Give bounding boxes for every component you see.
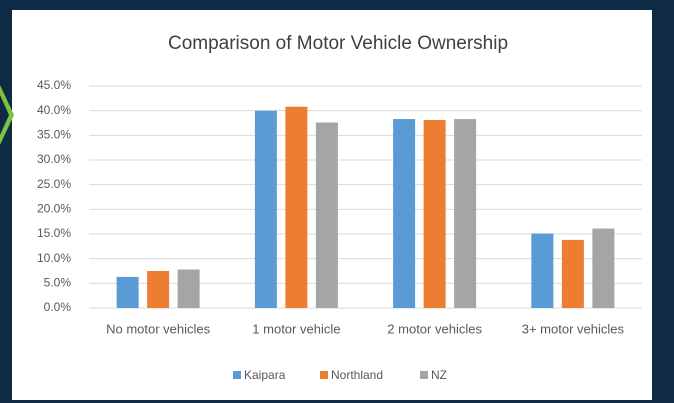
bar — [285, 106, 308, 308]
bar — [423, 120, 446, 308]
bar — [177, 269, 200, 308]
x-tick-label: No motor vehicles — [106, 321, 211, 336]
y-tick-label: 30.0% — [37, 152, 71, 166]
bar — [315, 122, 338, 308]
legend-swatch — [320, 371, 328, 379]
chart-title: Comparison of Motor Vehicle Ownership — [168, 33, 508, 54]
legend-label: Northland — [331, 368, 383, 382]
bar — [561, 239, 584, 308]
bar — [592, 228, 615, 308]
legend-label: NZ — [431, 368, 447, 382]
y-tick-label: 10.0% — [37, 251, 71, 265]
bar — [147, 271, 170, 308]
decoration — [0, 85, 14, 145]
y-tick-label: 20.0% — [37, 202, 71, 216]
y-tick-label: 0.0% — [44, 300, 72, 314]
bar — [116, 276, 139, 308]
x-tick-label: 1 motor vehicle — [252, 321, 340, 336]
y-tick-label: 35.0% — [37, 128, 71, 142]
bar — [531, 233, 554, 308]
y-tick-label: 25.0% — [37, 177, 71, 191]
legend-label: Kaipara — [244, 368, 286, 382]
bar — [454, 119, 477, 308]
bar — [254, 110, 277, 309]
x-tick-label: 3+ motor vehicles — [522, 321, 625, 336]
y-tick-label: 45.0% — [37, 78, 71, 92]
y-tick-label: 5.0% — [44, 276, 72, 290]
bar — [393, 119, 416, 308]
x-tick-label: 2 motor vehicles — [387, 321, 482, 336]
legend-swatch — [420, 371, 428, 379]
y-tick-label: 40.0% — [37, 103, 71, 117]
legend-swatch — [233, 371, 241, 379]
y-tick-label: 15.0% — [37, 226, 71, 240]
